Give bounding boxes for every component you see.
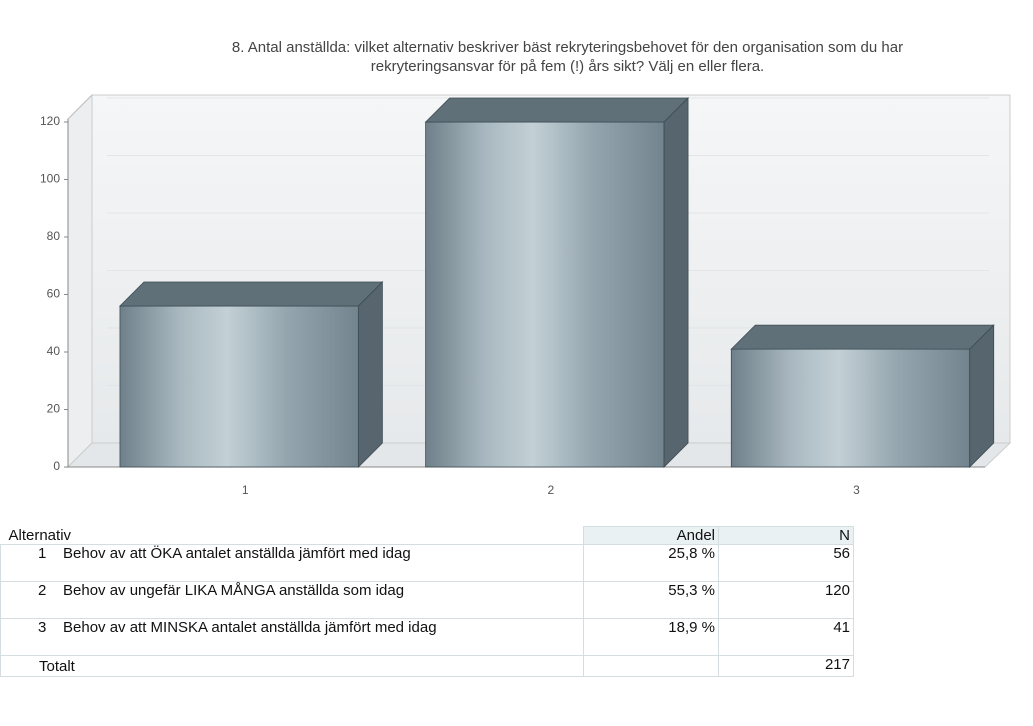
bar-side	[357, 281, 383, 468]
bar	[425, 121, 665, 468]
result-table: Alternativ Andel N 1 Behov av att ÖKA ant…	[0, 526, 854, 677]
row-text: Behov av att MINSKA antalet anställda jä…	[55, 618, 584, 656]
y-tick-label: 60	[47, 287, 61, 301]
total-label: Totalt	[0, 655, 584, 677]
row-share: 18,9 %	[583, 618, 719, 656]
header-cell: N	[718, 526, 854, 545]
bar-side	[969, 324, 995, 468]
total-n: 217	[718, 655, 854, 677]
y-tick-label: 120	[40, 114, 60, 128]
table-row: 3 Behov av att MINSKA antalet anställda j…	[0, 618, 854, 656]
table-row: 2 Behov av ungefär LIKA MÅNGA anställda s…	[0, 581, 854, 619]
row-n: 56	[718, 544, 854, 582]
bar-top	[730, 324, 995, 350]
bar	[119, 305, 359, 468]
header-cell: Andel	[583, 526, 719, 545]
bar-top	[424, 97, 690, 123]
total-row: Totalt 217	[0, 655, 854, 677]
row-n: 41	[718, 618, 854, 656]
row-share: 55,3 %	[583, 581, 719, 619]
row-number: 1	[0, 544, 55, 582]
row-share: 25,8 %	[583, 544, 719, 582]
y-tick-label: 80	[47, 229, 61, 243]
row-n: 120	[718, 581, 854, 619]
bar	[730, 348, 971, 468]
bar-top	[118, 281, 384, 307]
x-tick-label: 2	[547, 483, 554, 497]
title-line: 8. Antal anställda: vilket alternativ be…	[231, 39, 904, 56]
row-number: 3	[0, 618, 55, 656]
y-tick-label: 20	[47, 402, 61, 416]
total-text: Totalt	[39, 658, 75, 675]
row-text: Behov av ungefär LIKA MÅNGA anställda so…	[55, 581, 584, 619]
y-tick-label: 100	[40, 172, 60, 186]
cell	[583, 655, 719, 677]
y-tick-label: 40	[47, 344, 61, 358]
row-number: 2	[0, 581, 55, 619]
chart-title: 8. Antal anställda: vilket alternativ be…	[90, 38, 1033, 76]
x-tick-label: 3	[853, 483, 860, 497]
header-row: Alternativ Andel N	[1, 526, 854, 545]
y-tick-label: 0	[53, 459, 60, 473]
header-cell: Alternativ	[8, 526, 72, 544]
chart: 0 20 40 60 80 100 120 1 2 3	[40, 93, 1012, 497]
title-line: rekryteringsansvar för på fem (!) års si…	[370, 58, 765, 75]
x-tick-label: 1	[242, 483, 249, 497]
left-wall	[67, 93, 93, 469]
row-text: Behov av att ÖKA antalet anställda jämfö…	[55, 544, 584, 582]
table-row: 1 Behov av att ÖKA antalet anställda jämf…	[0, 544, 854, 582]
bar-side	[663, 97, 689, 468]
